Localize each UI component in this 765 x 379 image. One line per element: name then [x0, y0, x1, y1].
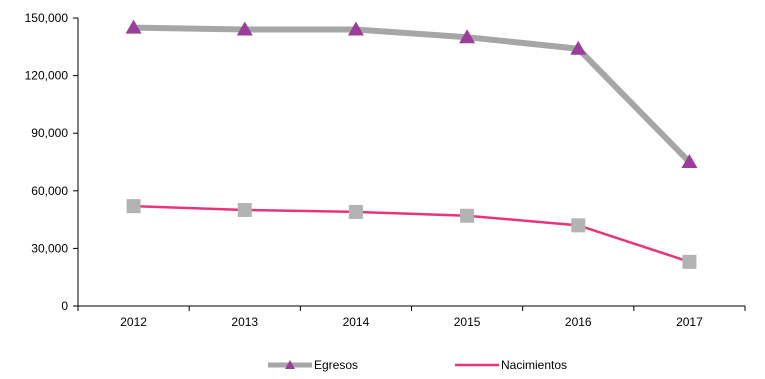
y-axis-ticks: 0 30,000 60,000 90,000 120,000 150,000 — [25, 11, 78, 313]
legend-item-nacimientos: Nacimientos — [455, 358, 567, 372]
y-tick-label: 150,000 — [25, 11, 69, 25]
chart-legend: Egresos Nacimientos — [268, 358, 567, 372]
series-line — [133, 24, 692, 165]
data-point-marker — [571, 218, 586, 233]
data-point-marker — [126, 199, 141, 214]
y-tick-label: 30,000 — [31, 241, 68, 255]
chart-series — [125, 19, 698, 269]
x-tick-label: 2013 — [231, 315, 258, 329]
series-nacimientos — [126, 199, 697, 269]
y-tick-label: 90,000 — [31, 126, 68, 140]
x-tick-label: 2015 — [454, 315, 481, 329]
data-point-marker — [682, 254, 697, 269]
data-point-marker — [459, 29, 476, 44]
legend-item-egresos: Egresos — [268, 358, 358, 372]
y-tick-label: 120,000 — [25, 69, 69, 83]
x-axis-ticks: 2012 2013 2014 2015 2016 2017 — [77, 306, 746, 329]
data-point-marker — [125, 19, 142, 34]
data-point-marker — [570, 40, 587, 55]
data-point-marker — [347, 21, 364, 36]
series-line — [133, 204, 690, 264]
data-point-marker — [236, 21, 253, 36]
x-tick-label: 2014 — [343, 315, 370, 329]
series-egresos — [125, 19, 698, 168]
legend-swatch-marker — [285, 360, 295, 369]
x-tick-label: 2017 — [676, 315, 703, 329]
data-point-marker — [681, 154, 698, 168]
legend-label: Nacimientos — [501, 358, 567, 372]
legend-label: Egresos — [314, 358, 358, 372]
data-point-marker — [460, 208, 475, 223]
data-point-marker — [237, 203, 252, 217]
data-point-marker — [348, 204, 363, 219]
chart-axes — [77, 18, 745, 307]
y-tick-label: 0 — [61, 299, 68, 313]
y-tick-label: 60,000 — [31, 184, 68, 198]
x-tick-label: 2016 — [565, 315, 592, 329]
x-tick-label: 2012 — [120, 315, 147, 329]
